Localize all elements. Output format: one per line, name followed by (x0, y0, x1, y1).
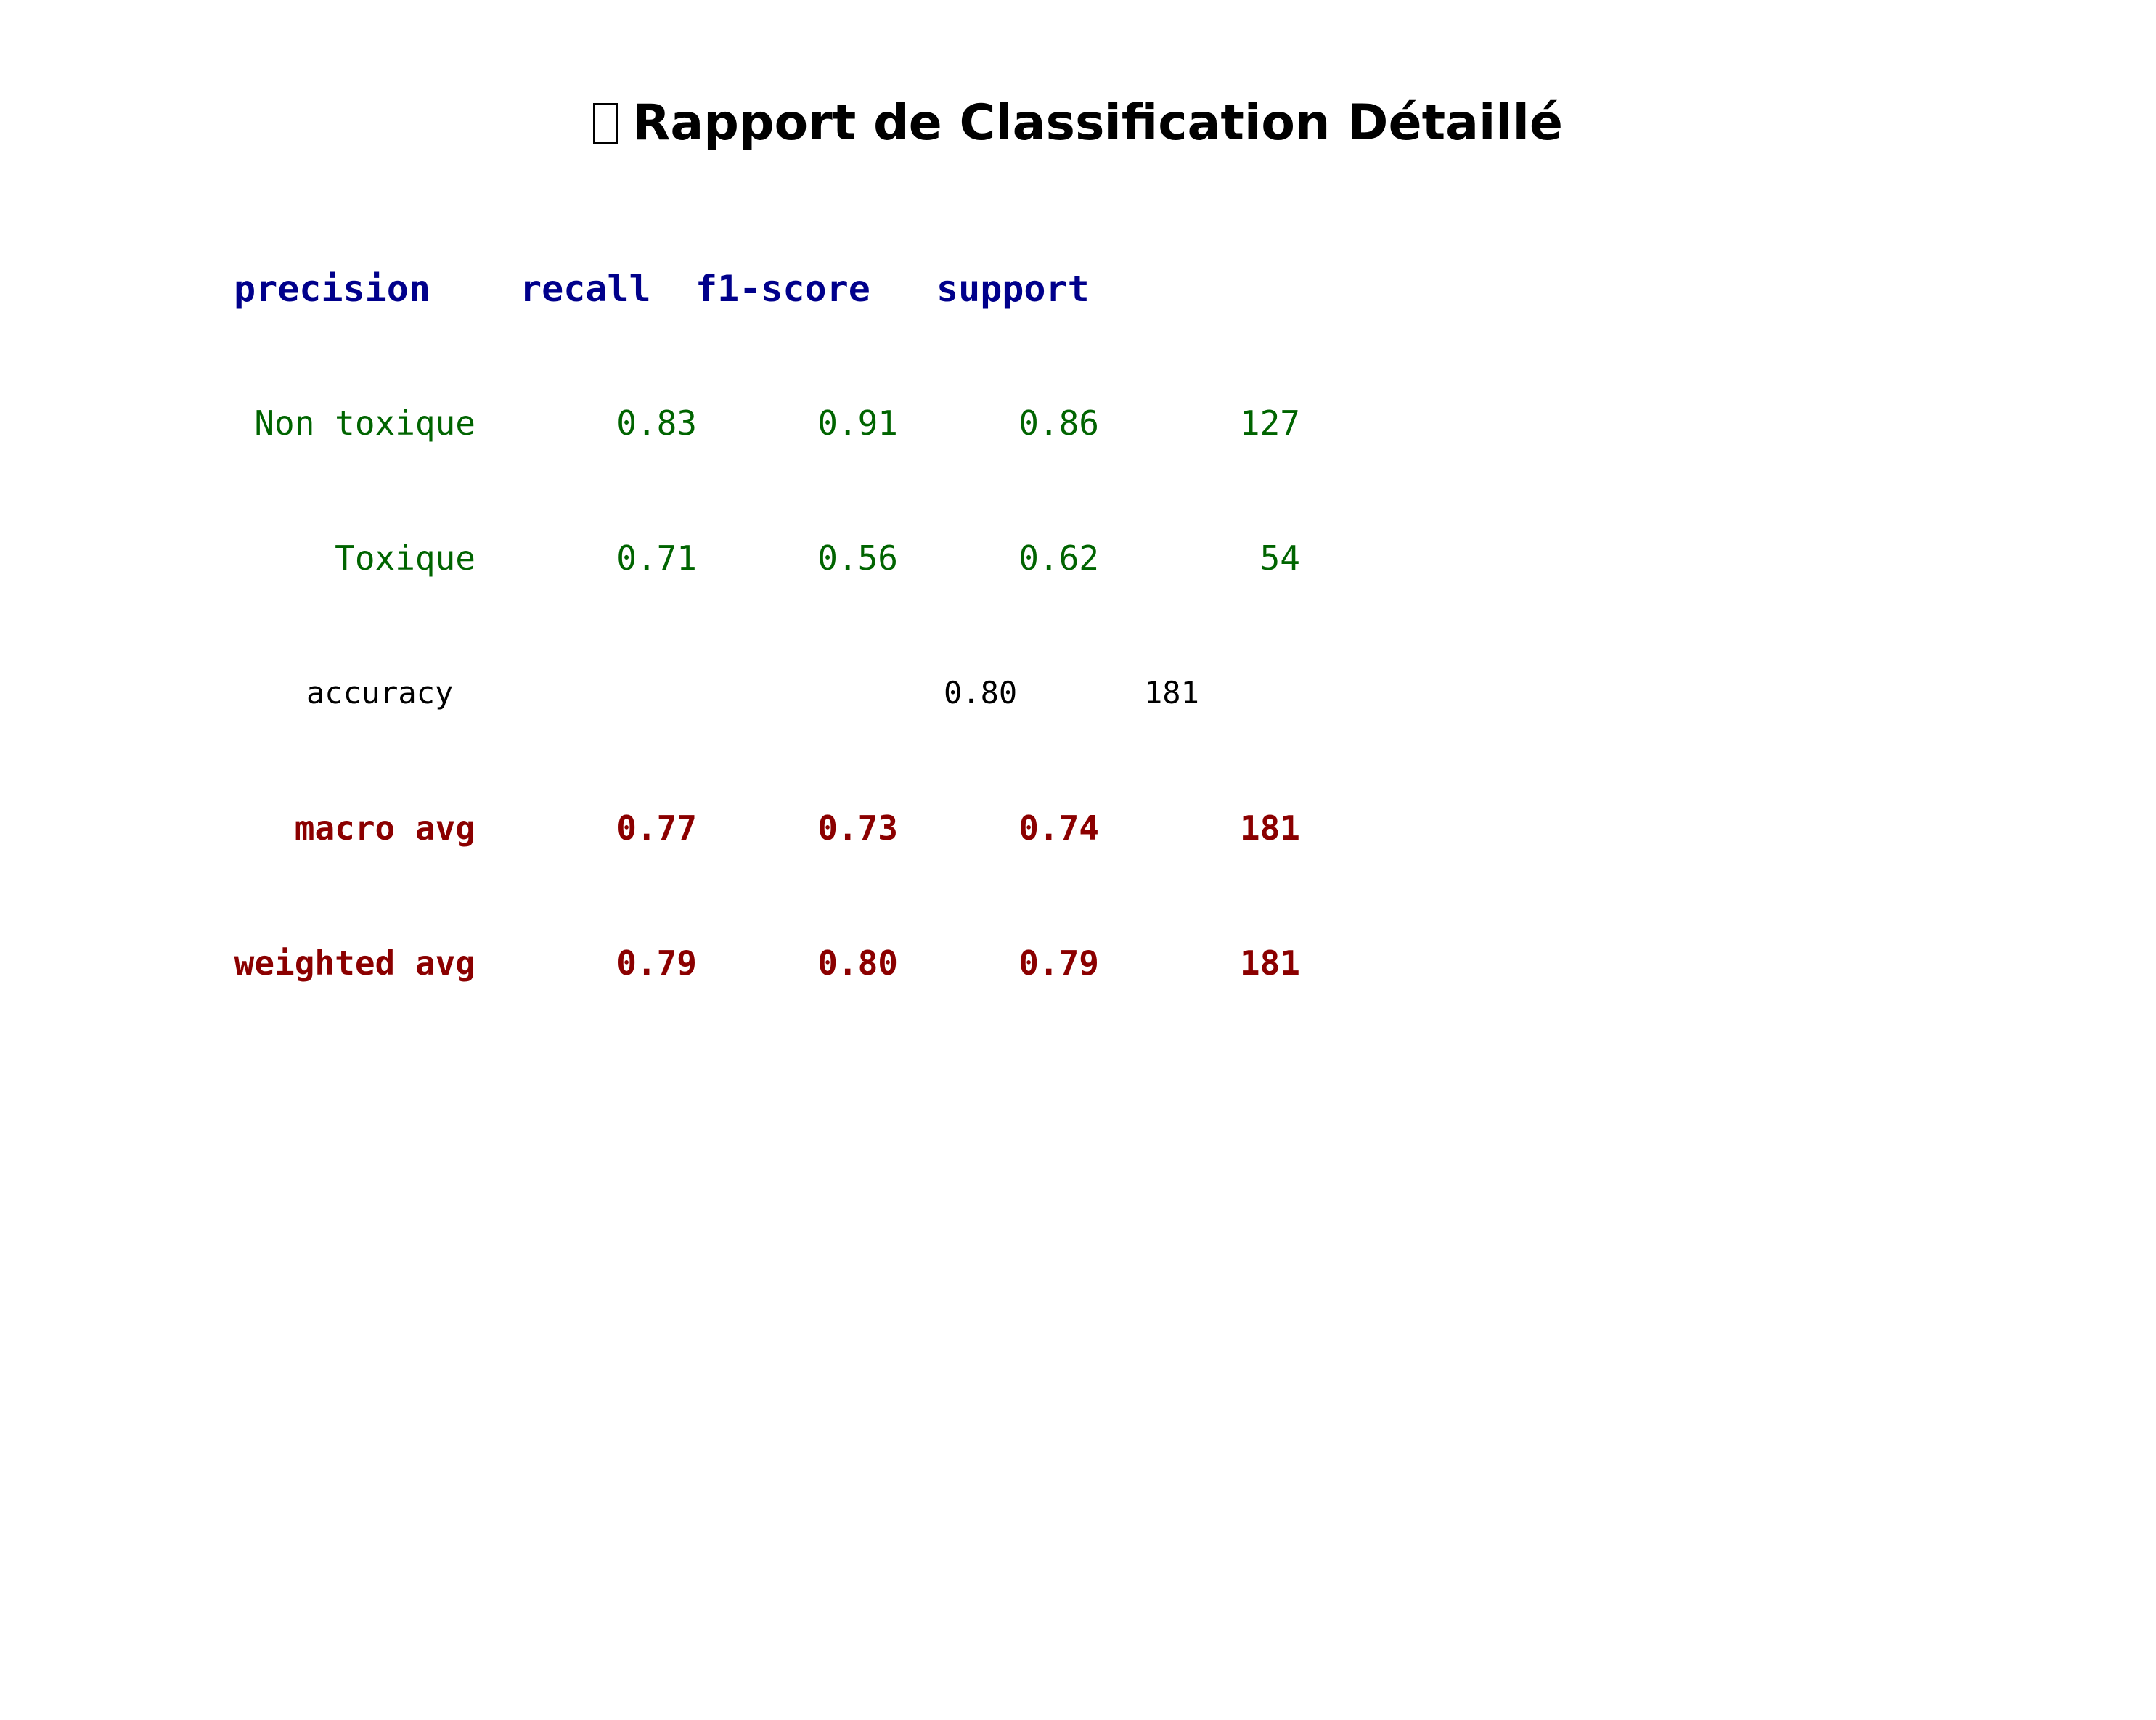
row-label: Non toxique (254, 404, 475, 443)
precision-value: 0.77 (616, 808, 697, 848)
support-value: 181 (1239, 808, 1300, 848)
recall-value: 0.56 (817, 538, 898, 578)
f1-value: 0.79 (1018, 943, 1099, 983)
row-label: Toxique (335, 538, 475, 578)
f1-value: 0.74 (1018, 808, 1099, 848)
page-title-text: Rapport de Classification Détaillé (632, 94, 1564, 152)
recall-value: 0.91 (817, 404, 898, 443)
row-label: accuracy (306, 675, 454, 710)
support-value: 181 (1239, 943, 1300, 983)
f1-value: 0.62 (1018, 538, 1099, 578)
f1-value: 0.80 (944, 675, 1018, 710)
precision-value: 0.79 (616, 943, 697, 983)
precision-value: 0.83 (616, 404, 697, 443)
bar-chart-icon (592, 103, 618, 144)
header-precision: precision (234, 268, 430, 310)
recall-value: 0.73 (817, 808, 898, 848)
precision-value: 0.71 (616, 538, 697, 578)
header-support: support (936, 268, 1090, 310)
row-label: weighted avg (234, 943, 475, 983)
page-title: Rapport de Classification Détaillé (0, 94, 2156, 152)
support-value: 54 (1259, 538, 1300, 578)
support-value: 181 (1144, 675, 1199, 710)
header-recall: recall (520, 268, 651, 310)
recall-value: 0.80 (817, 943, 898, 983)
f1-value: 0.86 (1018, 404, 1099, 443)
support-value: 127 (1239, 404, 1300, 443)
row-label: macro avg (294, 808, 475, 848)
header-f1-score: f1-score (695, 268, 870, 310)
